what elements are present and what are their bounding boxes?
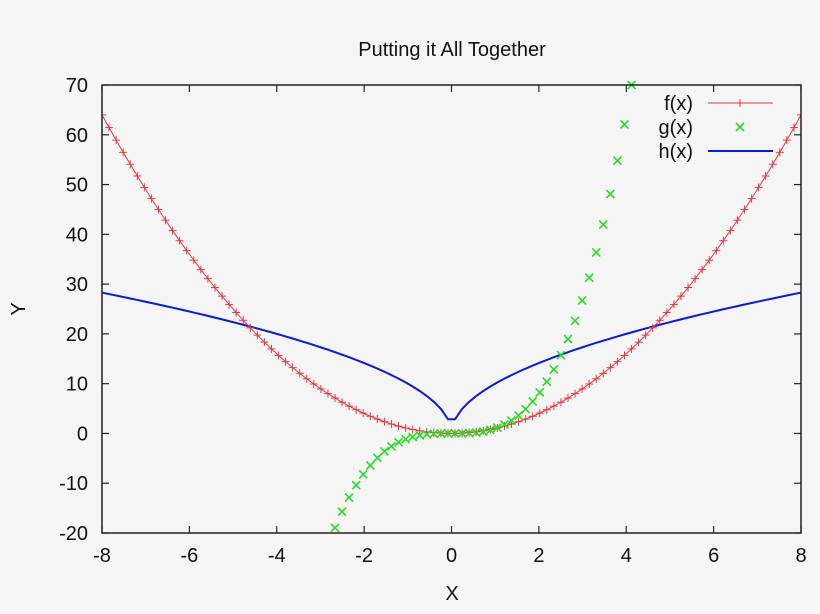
x-tick-label: -8	[93, 545, 111, 567]
chart-title: Putting it All Together	[358, 39, 546, 61]
y-tick-label: 0	[77, 423, 88, 445]
y-tick-label: -10	[59, 473, 88, 495]
x-tick-label: -6	[180, 545, 198, 567]
series-f-linespoints	[102, 110, 801, 438]
y-axis-ticks: -20 -10 0 10 20 30 40 50 60 70	[59, 75, 801, 545]
legend-label-g: g(x)	[659, 117, 693, 139]
x-tick-label: 6	[708, 545, 719, 567]
y-axis-label: Y	[8, 302, 30, 315]
y-tick-label: 30	[66, 274, 88, 296]
y-tick-label: 50	[66, 175, 88, 197]
x-tick-label: 8	[795, 545, 806, 567]
y-tick-label: 60	[66, 125, 88, 147]
legend: f(x) g(x) h(x)	[659, 93, 773, 163]
x-tick-label: -2	[355, 545, 373, 567]
x-axis-ticks: -8 -6 -4 -2 0 2 4 6 8	[93, 85, 807, 567]
y-tick-label: -20	[59, 523, 88, 545]
y-tick-label: 70	[66, 75, 88, 97]
x-tick-label: 2	[533, 545, 544, 567]
y-tick-label: 20	[66, 324, 88, 346]
series-g-points	[330, 80, 637, 533]
legend-label-h: h(x)	[659, 141, 693, 163]
plot-frame	[101, 84, 802, 534]
series-h-line	[102, 291, 801, 421]
y-tick-label: 40	[66, 224, 88, 246]
y-tick-label: 10	[66, 374, 88, 396]
x-tick-label: 0	[446, 545, 457, 567]
x-tick-label: -4	[268, 545, 286, 567]
x-axis-label: X	[445, 583, 458, 605]
x-tick-label: 4	[621, 545, 632, 567]
legend-label-f: f(x)	[664, 93, 693, 115]
